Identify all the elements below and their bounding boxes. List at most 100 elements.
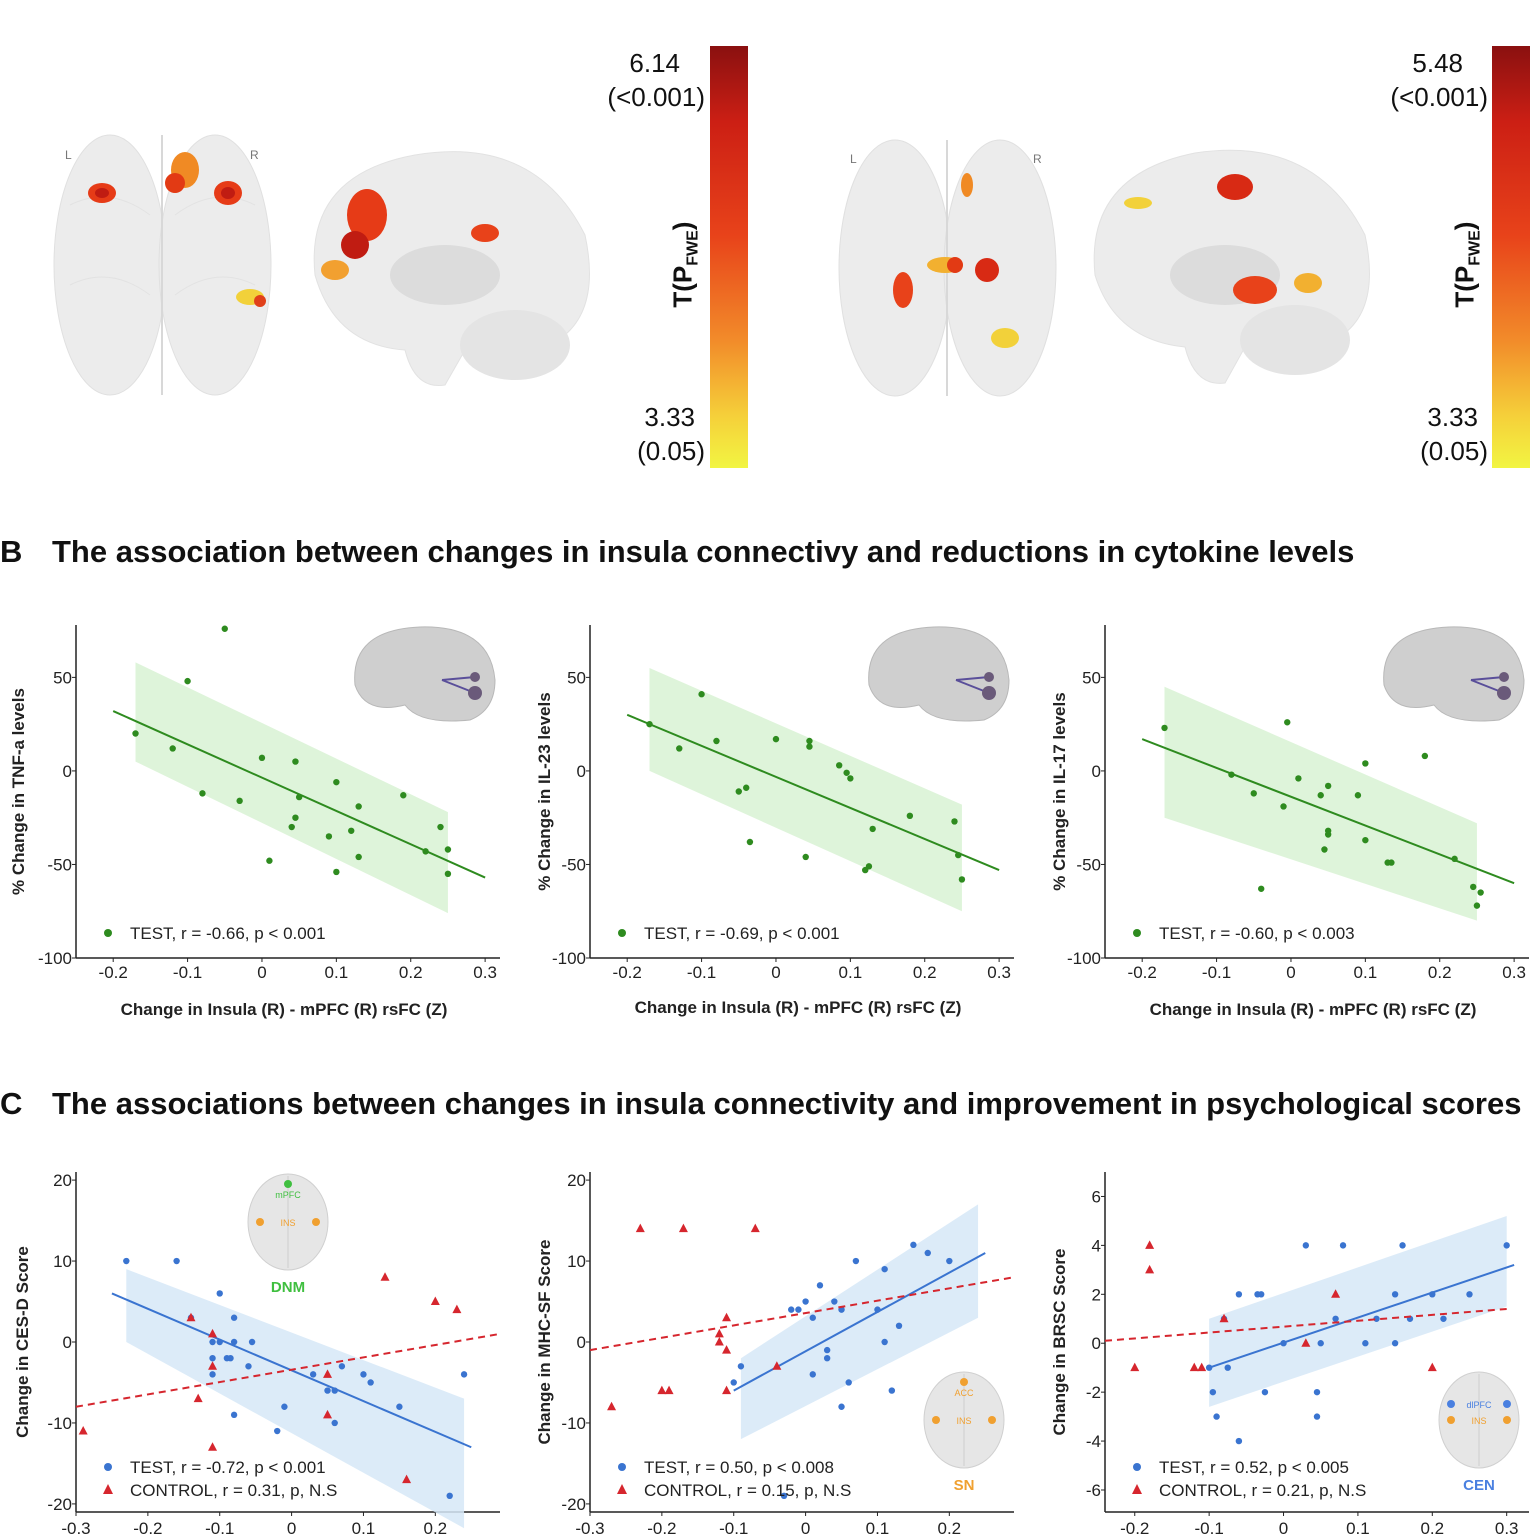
data-point-test — [123, 1257, 130, 1265]
y-tick-label: -100 — [1067, 949, 1101, 968]
roi-node — [470, 672, 480, 682]
data-point-test — [823, 1354, 831, 1362]
y-tick-label: -10 — [47, 1414, 72, 1433]
data-point-test — [292, 814, 299, 821]
roi-node — [960, 1378, 968, 1386]
data-point-control — [323, 1369, 333, 1378]
right-hemisphere-label-2: R — [1033, 152, 1042, 166]
data-point-test — [955, 851, 962, 859]
data-point-control — [1219, 1313, 1229, 1323]
data-point-test — [360, 1371, 367, 1378]
data-point-test — [437, 823, 444, 831]
x-tick-label: 0.2 — [938, 1519, 962, 1536]
legend-marker-test — [1133, 1463, 1141, 1471]
legend-label: CONTROL, r = 0.31, p, N.S — [130, 1481, 337, 1500]
brain-inset-icon — [868, 626, 1010, 722]
data-point-test — [881, 1265, 888, 1273]
x-tick-label: -0.2 — [99, 963, 128, 982]
data-point-test — [348, 827, 355, 834]
data-point-test — [292, 758, 299, 765]
data-point-test — [1205, 1364, 1213, 1371]
data-point-control — [78, 1426, 88, 1435]
data-point-test — [1470, 883, 1477, 891]
data-point-test — [173, 1257, 180, 1265]
data-point-test — [1354, 792, 1362, 799]
data-point-test — [1339, 1242, 1347, 1249]
data-point-test — [772, 735, 780, 743]
data-point-test — [221, 625, 228, 632]
y-tick-label: 0 — [63, 762, 72, 781]
data-point-control — [664, 1385, 674, 1395]
x-tick-label: 0.3 — [1495, 1519, 1519, 1536]
roi-node — [468, 686, 482, 700]
data-point-test — [309, 1371, 317, 1378]
colorbar-left-max: 6.14 — [629, 48, 680, 78]
brain-axial-right — [835, 130, 1060, 400]
y-axis-label: % Change in TNF-a levels — [9, 688, 28, 895]
data-point-test — [281, 1403, 288, 1410]
x-tick-label: 0 — [257, 963, 266, 982]
brain-inset-icon — [1383, 626, 1525, 722]
data-point-test — [1473, 902, 1481, 909]
y-tick-label: 0 — [1092, 762, 1101, 781]
y-tick-label: 20 — [53, 1171, 72, 1190]
data-point-control — [193, 1393, 203, 1403]
data-point-test — [1332, 1315, 1339, 1322]
data-point-test — [831, 1298, 838, 1305]
data-point-test — [730, 1379, 737, 1386]
x-tick-label: 0 — [771, 963, 780, 982]
data-point-test — [1213, 1413, 1220, 1420]
data-point-control — [1331, 1289, 1341, 1298]
legend-marker-test — [104, 1463, 112, 1471]
data-point-test — [209, 1354, 216, 1362]
roi-node — [1503, 1416, 1511, 1424]
y-tick-label: -100 — [552, 949, 586, 968]
roi-node — [988, 1416, 996, 1424]
data-point-test — [1235, 1437, 1243, 1445]
data-point-test — [835, 762, 843, 769]
data-point-test — [199, 790, 206, 797]
data-point-test — [367, 1379, 374, 1386]
chart-4: mPFC INS DNM -20 -10 0 10 20 -0.3 -0.2 -0.1 0 0.1 0.2… — [13, 1171, 501, 1536]
data-point-control — [208, 1442, 218, 1451]
y-tick-label: -20 — [47, 1495, 72, 1514]
data-point-test — [838, 1403, 845, 1410]
legend-label: CONTROL, r = 0.15, p, N.S — [644, 1481, 851, 1500]
data-point-test — [1280, 803, 1287, 810]
x-tick-label: 0.3 — [1502, 963, 1526, 982]
x-tick-label: 0 — [287, 1519, 296, 1536]
data-point-test — [1451, 855, 1458, 863]
data-point-test — [809, 1314, 816, 1321]
data-point-test — [248, 1338, 256, 1346]
data-point-control — [657, 1385, 667, 1395]
colorbar-right-min: 3.33 — [1427, 402, 1478, 432]
y-axis-label: Change in MHC-SF Score — [535, 1240, 554, 1445]
chart-5: ACC INS SN -20 -10 0 10 20 -0.3 -0.2 -0.1 0 0.1 0.2 Ch… — [535, 1171, 1015, 1536]
x-tick-label: 0 — [1279, 1519, 1288, 1536]
legend-label: TEST, r = 0.52, p < 0.005 — [1159, 1458, 1349, 1477]
legend-label: TEST, r = -0.66, p < 0.001 — [130, 924, 326, 943]
data-point-test — [209, 1338, 216, 1346]
data-point-control — [402, 1474, 412, 1484]
data-point-control — [750, 1223, 760, 1233]
data-point-test — [1161, 724, 1168, 732]
y-tick-label: -2 — [1086, 1383, 1101, 1402]
data-point-test — [852, 1257, 860, 1265]
x-tick-label: -0.2 — [1120, 1519, 1149, 1536]
data-point-test — [906, 812, 914, 820]
chart-3: -100 -50 0 50 -0.2 -0.1 0 0.1 0.2 0.3 Change in In… — [1050, 625, 1529, 1019]
x-tick-label: -0.1 — [687, 963, 716, 982]
colorbar-left-min-p: (0.05) — [637, 436, 705, 466]
data-point-control — [722, 1345, 732, 1354]
data-point-test — [676, 745, 683, 752]
colorbar-left-min: 3.33 — [644, 402, 695, 432]
data-point-control — [714, 1337, 724, 1346]
legend-marker-test — [1133, 929, 1141, 937]
x-tick-label: 0.1 — [1346, 1519, 1370, 1536]
data-point-test — [266, 857, 273, 864]
data-point-test — [1317, 1340, 1324, 1347]
data-point-test — [216, 1290, 223, 1297]
y-tick-label: 2 — [1092, 1285, 1101, 1304]
x-axis-label: Change in Insula (R) - mPFC (R) rsFC (Z) — [635, 998, 962, 1017]
